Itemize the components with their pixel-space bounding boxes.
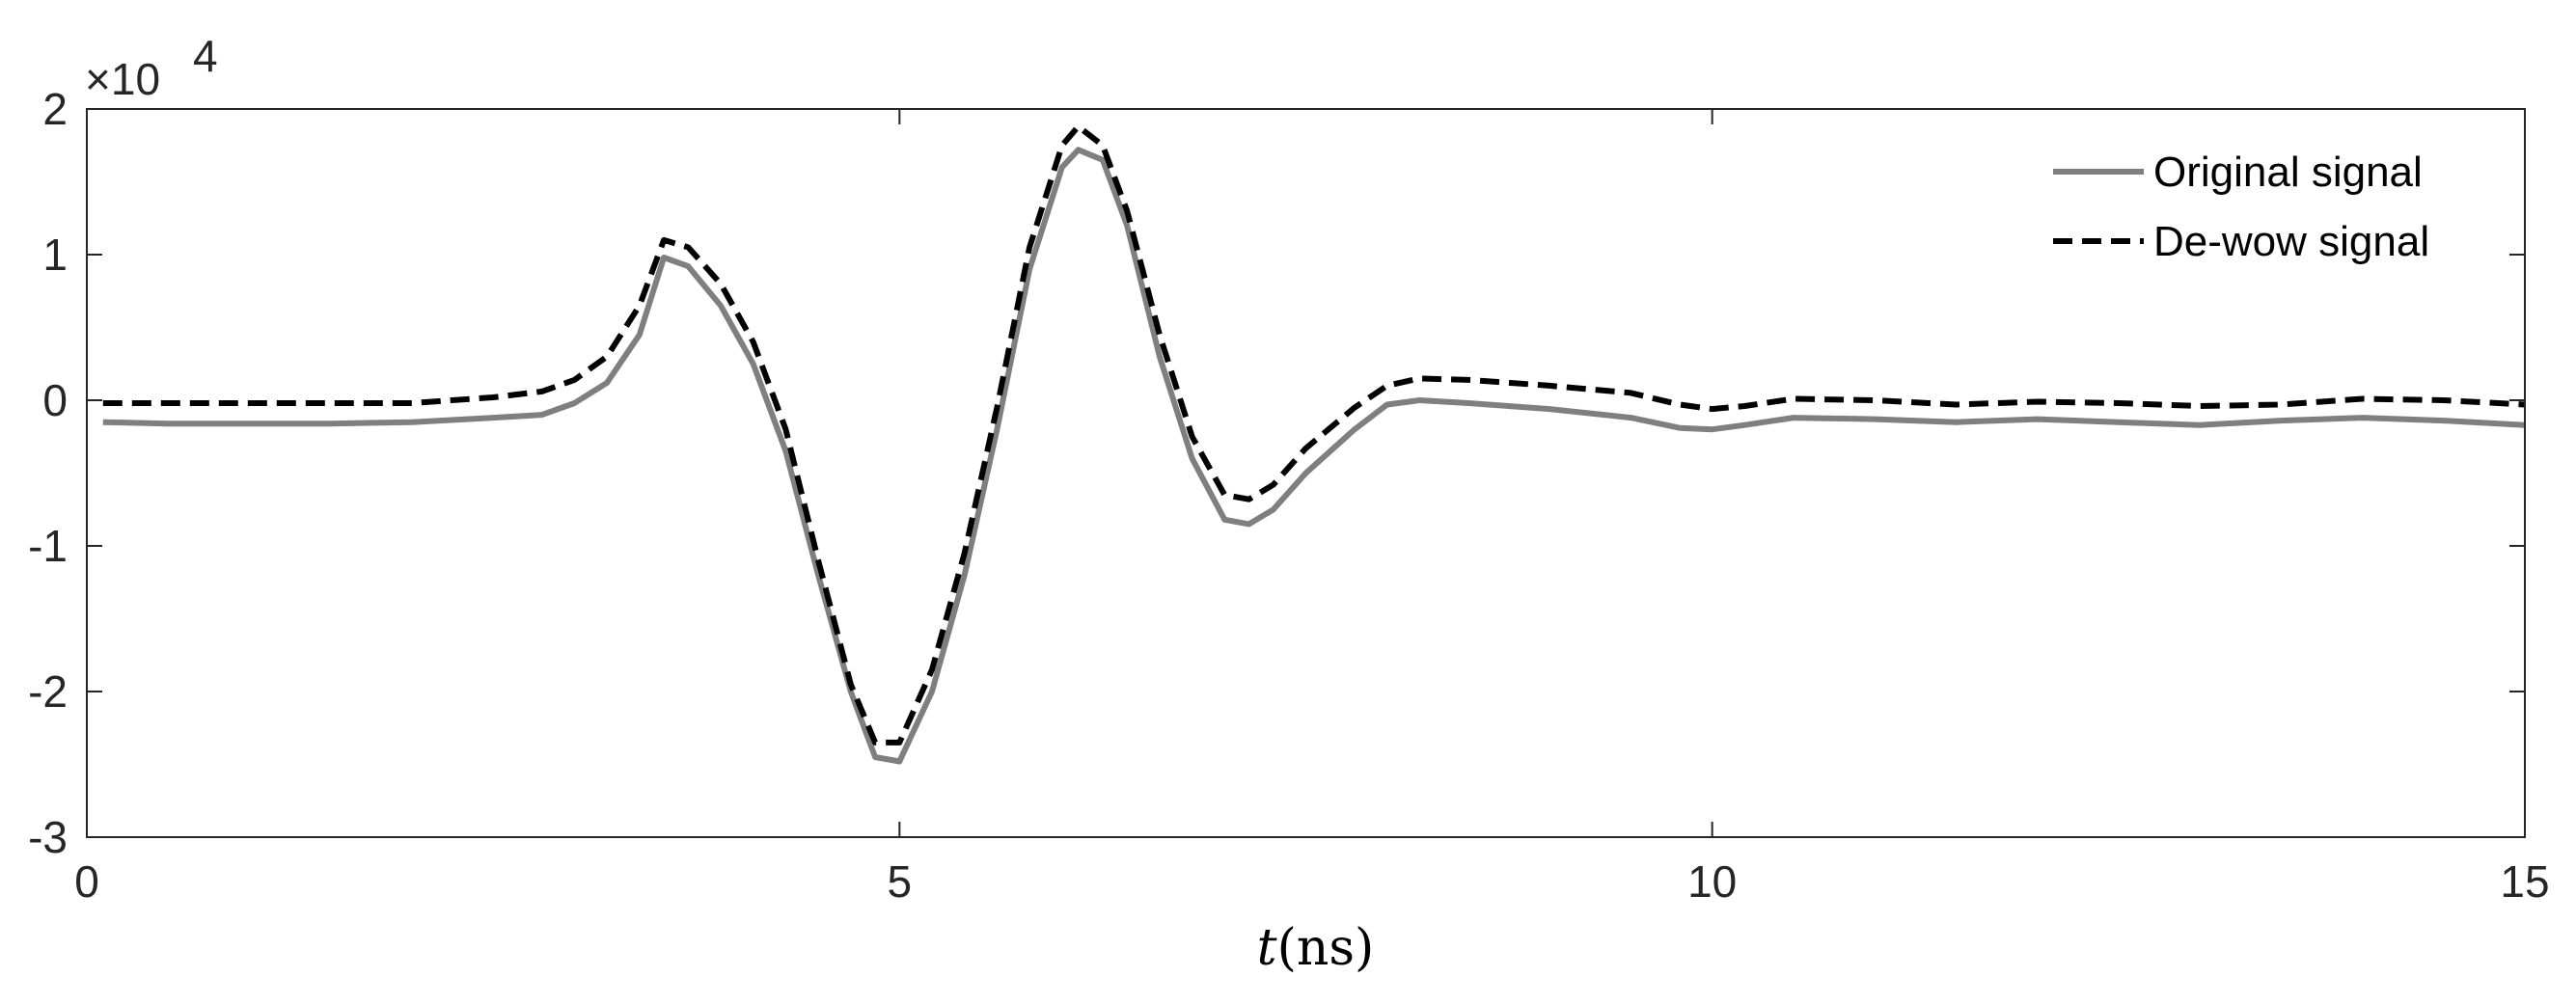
x-tick-label: 0 <box>74 856 99 907</box>
y-tick-label: 2 <box>42 84 68 134</box>
y-axis-exponent-base: ×10 <box>85 54 160 104</box>
y-tick-label: -1 <box>28 521 68 571</box>
x-tick-label: 10 <box>1687 856 1737 907</box>
x-axis-label-unit: (ns) <box>1277 919 1375 977</box>
x-tick-label: 15 <box>2500 856 2549 907</box>
plot-area <box>102 123 2526 765</box>
legend: Original signal De-wow signal <box>2053 149 2429 265</box>
y-tick-label: 1 <box>42 230 68 280</box>
x-axis-label-variable: t <box>1257 919 1277 977</box>
x-axis-label: t(ns) <box>1257 919 1375 977</box>
series-line-original-signal <box>102 147 2526 765</box>
y-tick-label: 0 <box>42 375 68 425</box>
y-axis-exponent-power: 4 <box>193 31 218 81</box>
legend-label: Original signal <box>2153 149 2423 196</box>
x-tick-label: 5 <box>888 856 913 907</box>
y-tick-label: -3 <box>28 812 68 862</box>
series-line-de-wow-signal <box>102 123 2526 746</box>
axes: ×10 4 t(ns) 0 5 10 15 -3 -2 -1 0 1 2 <box>28 31 2549 977</box>
legend-label: De-wow signal <box>2153 218 2429 265</box>
axes-box <box>86 108 2526 838</box>
y-tick-label: -2 <box>28 666 68 717</box>
